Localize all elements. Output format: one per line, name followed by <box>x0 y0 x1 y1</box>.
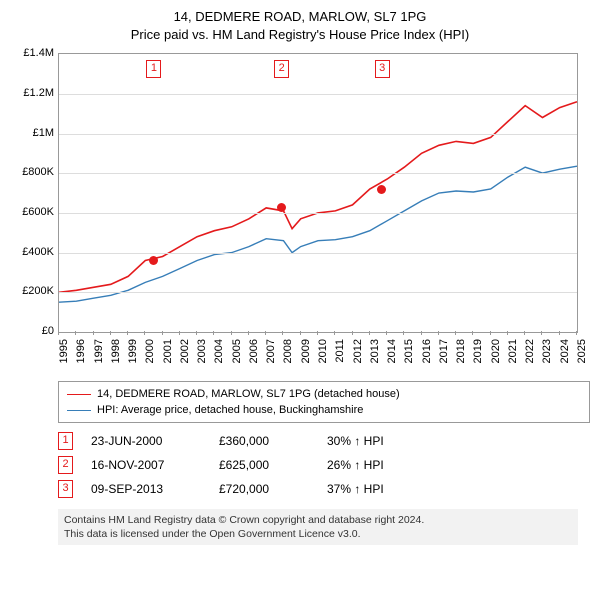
x-tick <box>369 331 370 335</box>
event-price: £720,000 <box>219 482 309 496</box>
event-flag: 3 <box>58 480 73 498</box>
x-tick <box>507 331 508 335</box>
footer: Contains HM Land Registry data © Crown c… <box>58 509 578 545</box>
x-tick <box>334 331 335 335</box>
title-subtitle: Price paid vs. HM Land Registry's House … <box>10 26 590 44</box>
x-tick <box>352 331 353 335</box>
legend-label: HPI: Average price, detached house, Buck… <box>97 404 363 416</box>
gridline <box>59 292 577 293</box>
x-tick <box>162 331 163 335</box>
x-tick <box>213 331 214 335</box>
y-axis-label: £400K <box>10 246 54 258</box>
title-address: 14, DEDMERE ROAD, MARLOW, SL7 1PG <box>10 8 590 26</box>
x-tick <box>455 331 456 335</box>
gridline <box>59 213 577 214</box>
legend-swatch <box>67 410 91 411</box>
legend-label: 14, DEDMERE ROAD, MARLOW, SL7 1PG (detac… <box>97 388 400 400</box>
event-hpi: 30% ↑ HPI <box>327 434 427 448</box>
event-row: 2 16-NOV-2007 £625,000 26% ↑ HPI <box>58 453 590 477</box>
x-tick <box>386 331 387 335</box>
x-axis-label: 2025 <box>576 339 600 363</box>
x-tick <box>559 331 560 335</box>
x-tick <box>300 331 301 335</box>
x-tick <box>144 331 145 335</box>
x-tick <box>265 331 266 335</box>
y-axis-label: £1.4M <box>10 47 54 59</box>
x-tick <box>282 331 283 335</box>
event-date: 23-JUN-2000 <box>91 434 201 448</box>
page: 14, DEDMERE ROAD, MARLOW, SL7 1PG Price … <box>0 0 600 590</box>
x-tick <box>403 331 404 335</box>
titles: 14, DEDMERE ROAD, MARLOW, SL7 1PG Price … <box>10 8 590 43</box>
gridline <box>59 253 577 254</box>
legend-row: 14, DEDMERE ROAD, MARLOW, SL7 1PG (detac… <box>67 386 581 402</box>
sale-marker <box>149 256 158 265</box>
x-tick <box>576 331 577 335</box>
legend: 14, DEDMERE ROAD, MARLOW, SL7 1PG (detac… <box>58 381 590 423</box>
x-tick <box>93 331 94 335</box>
events-table: 1 23-JUN-2000 £360,000 30% ↑ HPI 2 16-NOV-200… <box>58 429 590 501</box>
sale-flag: 3 <box>375 60 390 78</box>
x-tick <box>127 331 128 335</box>
x-tick <box>317 331 318 335</box>
sale-flag: 2 <box>274 60 289 78</box>
sale-marker <box>377 185 386 194</box>
y-axis-label: £800K <box>10 166 54 178</box>
sale-flag: 1 <box>146 60 161 78</box>
y-axis-label: £0 <box>10 325 54 337</box>
y-axis-label: £200K <box>10 285 54 297</box>
x-tick <box>490 331 491 335</box>
x-tick <box>438 331 439 335</box>
series-hpi <box>59 166 577 302</box>
x-tick <box>248 331 249 335</box>
x-tick <box>421 331 422 335</box>
event-flag: 2 <box>58 456 73 474</box>
event-row: 3 09-SEP-2013 £720,000 37% ↑ HPI <box>58 477 590 501</box>
x-tick <box>179 331 180 335</box>
chart: 1 2 3 £0 £200K £400K £600K £800K £1M £1.2M £1.4M 1… <box>10 47 590 377</box>
series-property <box>59 102 577 293</box>
y-axis-label: £1.2M <box>10 87 54 99</box>
x-tick <box>58 331 59 335</box>
x-tick <box>196 331 197 335</box>
x-tick <box>541 331 542 335</box>
x-tick <box>110 331 111 335</box>
gridline <box>59 173 577 174</box>
plot-area: 1 2 3 <box>58 53 578 333</box>
chart-lines <box>59 54 577 332</box>
x-tick <box>231 331 232 335</box>
event-price: £625,000 <box>219 458 309 472</box>
event-hpi: 37% ↑ HPI <box>327 482 427 496</box>
x-tick <box>524 331 525 335</box>
x-tick <box>472 331 473 335</box>
x-tick <box>75 331 76 335</box>
footer-line-1: Contains HM Land Registry data © Crown c… <box>64 513 572 527</box>
gridline <box>59 134 577 135</box>
event-date: 09-SEP-2013 <box>91 482 201 496</box>
event-row: 1 23-JUN-2000 £360,000 30% ↑ HPI <box>58 429 590 453</box>
y-axis-label: £600K <box>10 206 54 218</box>
event-date: 16-NOV-2007 <box>91 458 201 472</box>
footer-line-2: This data is licensed under the Open Gov… <box>64 527 572 541</box>
legend-row: HPI: Average price, detached house, Buck… <box>67 402 581 418</box>
legend-swatch <box>67 394 91 395</box>
y-axis-label: £1M <box>10 127 54 139</box>
gridline <box>59 94 577 95</box>
event-price: £360,000 <box>219 434 309 448</box>
event-hpi: 26% ↑ HPI <box>327 458 427 472</box>
event-flag: 1 <box>58 432 73 450</box>
